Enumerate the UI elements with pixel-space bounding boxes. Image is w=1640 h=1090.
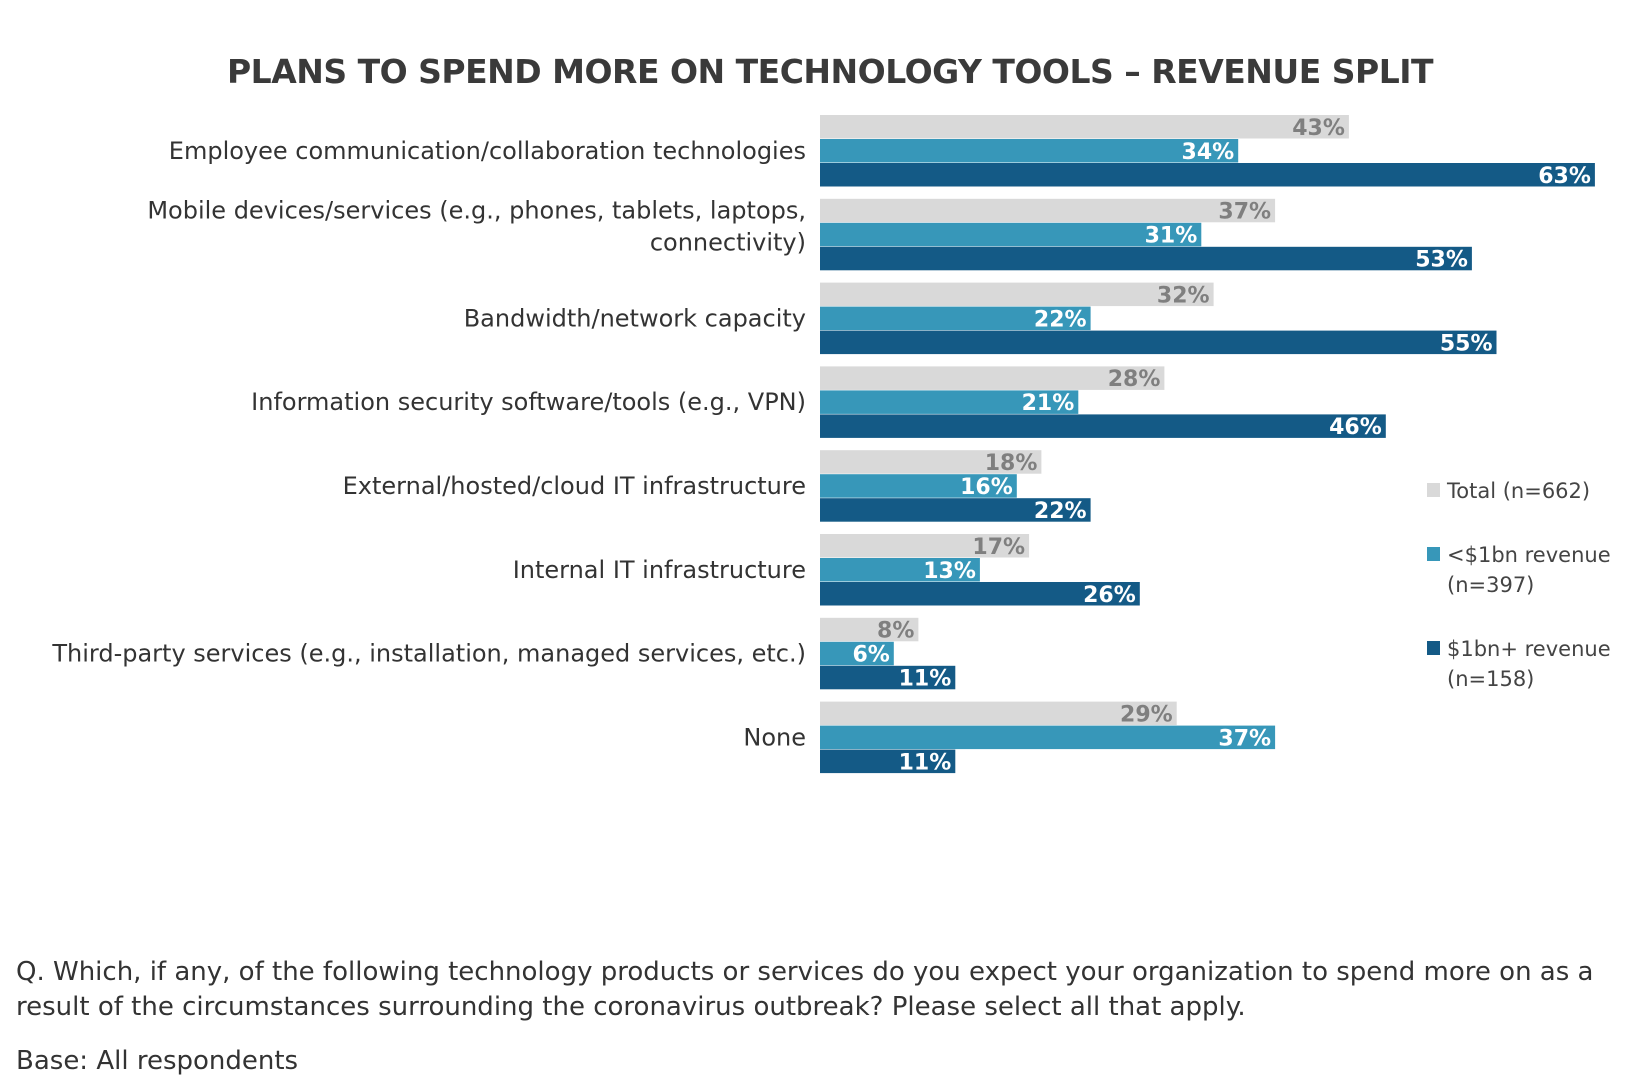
data-label-0-2: 32%	[1157, 283, 1210, 308]
data-label-0-1: 37%	[1218, 200, 1271, 225]
bar-chart: 43%34%63%37%31%53%32%22%55%28%21%46%18%1…	[51, 115, 1611, 775]
bar-2-3	[820, 414, 1386, 438]
bar-1-1	[820, 222, 1202, 247]
bar-0-6	[820, 617, 919, 642]
legend-label-0: Total (n=662)	[1446, 479, 1590, 503]
data-label-1-3: 21%	[1022, 391, 1075, 416]
category-label-1-line-0: Mobile devices/services (e.g., phones, t…	[147, 197, 806, 225]
data-label-1-0: 34%	[1182, 140, 1235, 165]
bar-2-7	[820, 749, 956, 774]
data-label-2-2: 55%	[1440, 331, 1493, 356]
bar-0-2	[820, 282, 1214, 307]
data-label-0-0: 43%	[1292, 116, 1345, 141]
data-label-1-2: 22%	[1034, 307, 1087, 332]
survey-question-footnote: Q. Which, if any, of the following techn…	[16, 957, 1594, 1022]
bar-2-1	[820, 246, 1472, 271]
bar-1-2	[820, 306, 1091, 331]
data-label-1-6: 6%	[852, 643, 889, 668]
bar-0-5	[820, 534, 1030, 558]
legend-swatch-0	[1427, 483, 1440, 497]
data-label-2-1: 53%	[1415, 248, 1468, 273]
legend-label-1: <$1bn revenue	[1447, 543, 1611, 567]
legend-label-2-line-1: (n=158)	[1447, 667, 1534, 691]
legend: Total (n=662) <$1bn revenue (n=397) $1bn+ r…	[1427, 479, 1611, 691]
data-label-2-4: 22%	[1034, 499, 1087, 524]
data-label-2-6: 11%	[899, 667, 952, 692]
base-footnote: Base: All respondents	[16, 1046, 299, 1076]
bar-2-6	[820, 665, 956, 690]
category-label-7: None	[743, 723, 806, 751]
data-label-0-7: 29%	[1120, 702, 1173, 727]
data-label-0-3: 28%	[1108, 367, 1161, 392]
data-label-2-7: 11%	[899, 750, 952, 775]
bar-1-4	[820, 474, 1017, 498]
bar-1-5	[820, 558, 980, 582]
data-label-2-3: 46%	[1329, 415, 1382, 440]
bar-2-2	[820, 330, 1497, 355]
bar-0-0	[820, 115, 1349, 139]
data-label-1-7: 37%	[1218, 726, 1271, 751]
data-label-1-1: 31%	[1145, 224, 1198, 249]
category-label-2: Bandwidth/network capacity	[464, 304, 806, 332]
legend-swatch-2	[1427, 641, 1440, 655]
legend-swatch-1	[1427, 547, 1440, 561]
data-label-2-0: 63%	[1538, 164, 1591, 189]
bar-2-5	[820, 582, 1140, 606]
data-label-2-5: 26%	[1083, 583, 1136, 608]
data-label-1-5: 13%	[923, 559, 976, 584]
bar-1-7	[820, 725, 1276, 750]
bar-0-7	[820, 701, 1177, 726]
bar-1-6	[820, 641, 894, 666]
category-label-5: Internal IT infrastructure	[513, 556, 806, 584]
bar-2-0	[820, 163, 1595, 187]
bar-0-1	[820, 198, 1276, 223]
category-labels: Employee communication/collaboration tec…	[51, 137, 806, 752]
bar-0-3	[820, 366, 1165, 390]
category-label-4: External/hosted/cloud IT infrastructure	[343, 472, 806, 500]
bars-group: 43%34%63%37%31%53%32%22%55%28%21%46%18%1…	[820, 115, 1595, 775]
bar-1-3	[820, 390, 1079, 414]
legend-label-2: $1bn+ revenue	[1447, 637, 1611, 661]
category-label-3: Information security software/tools (e.g…	[251, 388, 806, 416]
category-label-1-line-1: connectivity)	[650, 229, 806, 257]
data-label-0-6: 8%	[877, 619, 914, 644]
bar-0-4	[820, 450, 1042, 474]
data-label-0-4: 18%	[985, 451, 1038, 476]
category-label-6: Third-party services (e.g., installation…	[51, 640, 806, 668]
category-label-0: Employee communication/collaboration tec…	[169, 137, 806, 165]
data-label-0-5: 17%	[972, 535, 1025, 560]
chart-title: PLANS TO SPEND MORE ON TECHNOLOGY TOOLS …	[226, 52, 1434, 91]
bar-1-0	[820, 139, 1239, 163]
legend-label-1-line-1: (n=397)	[1447, 573, 1534, 597]
bar-2-4	[820, 498, 1091, 522]
data-label-1-4: 16%	[960, 475, 1013, 500]
